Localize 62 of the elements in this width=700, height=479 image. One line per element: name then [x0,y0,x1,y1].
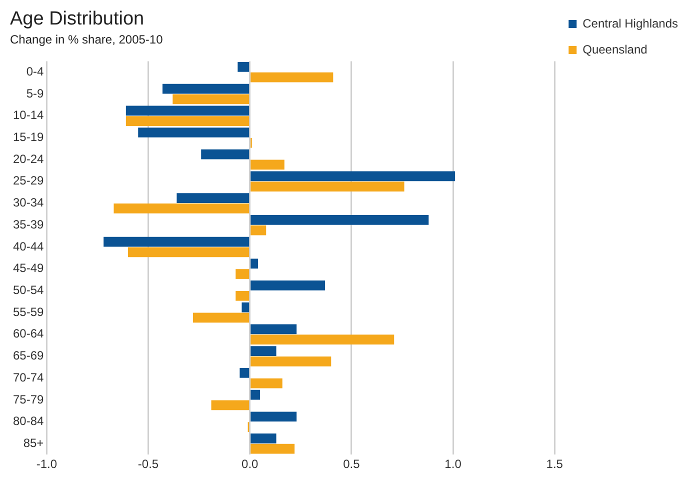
bar [250,324,297,334]
bar [250,356,332,366]
legend-label: Queensland [582,42,648,56]
bar [128,247,250,258]
y-tick-label: 25-29 [12,174,44,188]
bar [250,412,297,422]
y-tick-label: 30-34 [12,196,44,210]
bar [192,312,250,323]
bar [211,400,250,410]
bar [250,334,394,345]
bar [250,378,282,388]
bar [250,171,456,182]
y-tick-label: 80-84 [12,414,44,428]
bar [240,368,250,378]
y-tick-label: 45-49 [12,261,44,276]
y-tick-label: 70-74 [12,370,44,384]
bar [176,193,250,203]
bar [238,62,250,72]
y-tick-label: 5-9 [26,86,44,100]
bar [126,116,250,126]
bar [250,444,295,454]
bar [201,149,250,160]
bar [250,346,276,356]
y-tick-label: 85+ [23,436,44,450]
x-tick-label: -0.5 [138,457,159,472]
bar [114,204,250,214]
y-tick-label: 15-19 [12,130,44,144]
x-tick-label: 0.0 [242,457,259,472]
bar [250,434,276,444]
y-tick-label: 55-59 [12,304,44,319]
y-tick-label: 50-54 [12,282,44,297]
chart-title: Age Distribution [10,8,144,30]
bar [250,390,260,400]
y-tick-label: 60-64 [12,326,44,341]
y-tick-label: 10-14 [12,108,44,122]
bar [126,106,250,116]
x-tick-label: 1.5 [546,457,564,472]
legend-label: Central Highlands [582,16,678,30]
x-tick-label: 0.5 [343,457,360,472]
bar [250,182,404,192]
bar [242,302,250,312]
y-tick-label: 0-4 [26,64,44,78]
bar [138,128,250,138]
bar [250,258,258,269]
y-tick-label: 20-24 [12,152,44,166]
bar [236,290,250,301]
y-tick-label: 35-39 [12,217,44,232]
x-tick-label: 1.0 [444,457,462,472]
bar [250,225,266,236]
bar [250,160,284,170]
bar [250,280,326,290]
bar [250,72,334,82]
bar [172,94,250,104]
bar [250,214,429,225]
bar [162,84,250,94]
bar [236,269,250,279]
y-tick-label: 40-44 [12,239,44,254]
y-tick-label: 65-69 [12,348,44,363]
x-tick-label: -1.0 [36,457,58,472]
bar [104,236,250,247]
y-tick-label: 75-79 [12,392,44,406]
chart-subtitle: Change in % share, 2005-10 [10,32,164,46]
